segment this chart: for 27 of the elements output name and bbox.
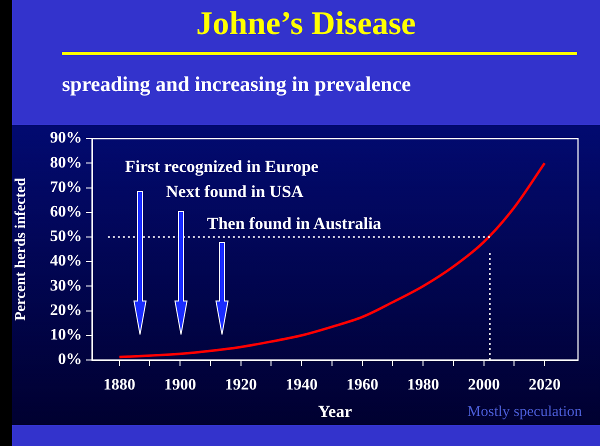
x-tick-label: 2020 — [528, 376, 561, 394]
y-axis-title: Percent herds infected — [12, 177, 29, 321]
y-tick-label: 20% — [50, 302, 82, 319]
y-tick-label: 90% — [50, 130, 82, 147]
annotation: First recognized in Europe — [125, 157, 318, 177]
x-tick-label: 1920 — [224, 376, 257, 394]
y-tick-label: 40% — [50, 252, 82, 270]
annotation: Next found in USA — [166, 182, 304, 202]
x-tick-label: 1880 — [103, 376, 136, 394]
y-tick-label: 60% — [50, 204, 82, 221]
line-series — [118, 162, 546, 358]
y-tick-label: 30% — [50, 277, 82, 294]
y-tick-label: 0% — [58, 351, 82, 368]
y-tick-label: 70% — [50, 178, 82, 196]
chart-title: Johne’s Disease — [195, 6, 417, 43]
y-tick-label: 10% — [50, 326, 82, 344]
x-tick-label: 1940 — [286, 376, 318, 394]
x-tick-label: 1980 — [407, 376, 440, 394]
chart-subtitle: spreading and increasing in prevalence — [62, 72, 411, 97]
text: Mostly speculation — [467, 404, 582, 421]
y-tick-label: 80% — [50, 154, 82, 172]
x-tick-label: 2000 — [468, 376, 500, 394]
x-tick-label: 1900 — [164, 376, 196, 394]
annotation: Then found in Australia — [207, 214, 382, 234]
y-tick-label: 50% — [50, 228, 82, 246]
x-tick-label: 1960 — [346, 376, 378, 394]
x-axis-title: Year — [318, 402, 352, 422]
